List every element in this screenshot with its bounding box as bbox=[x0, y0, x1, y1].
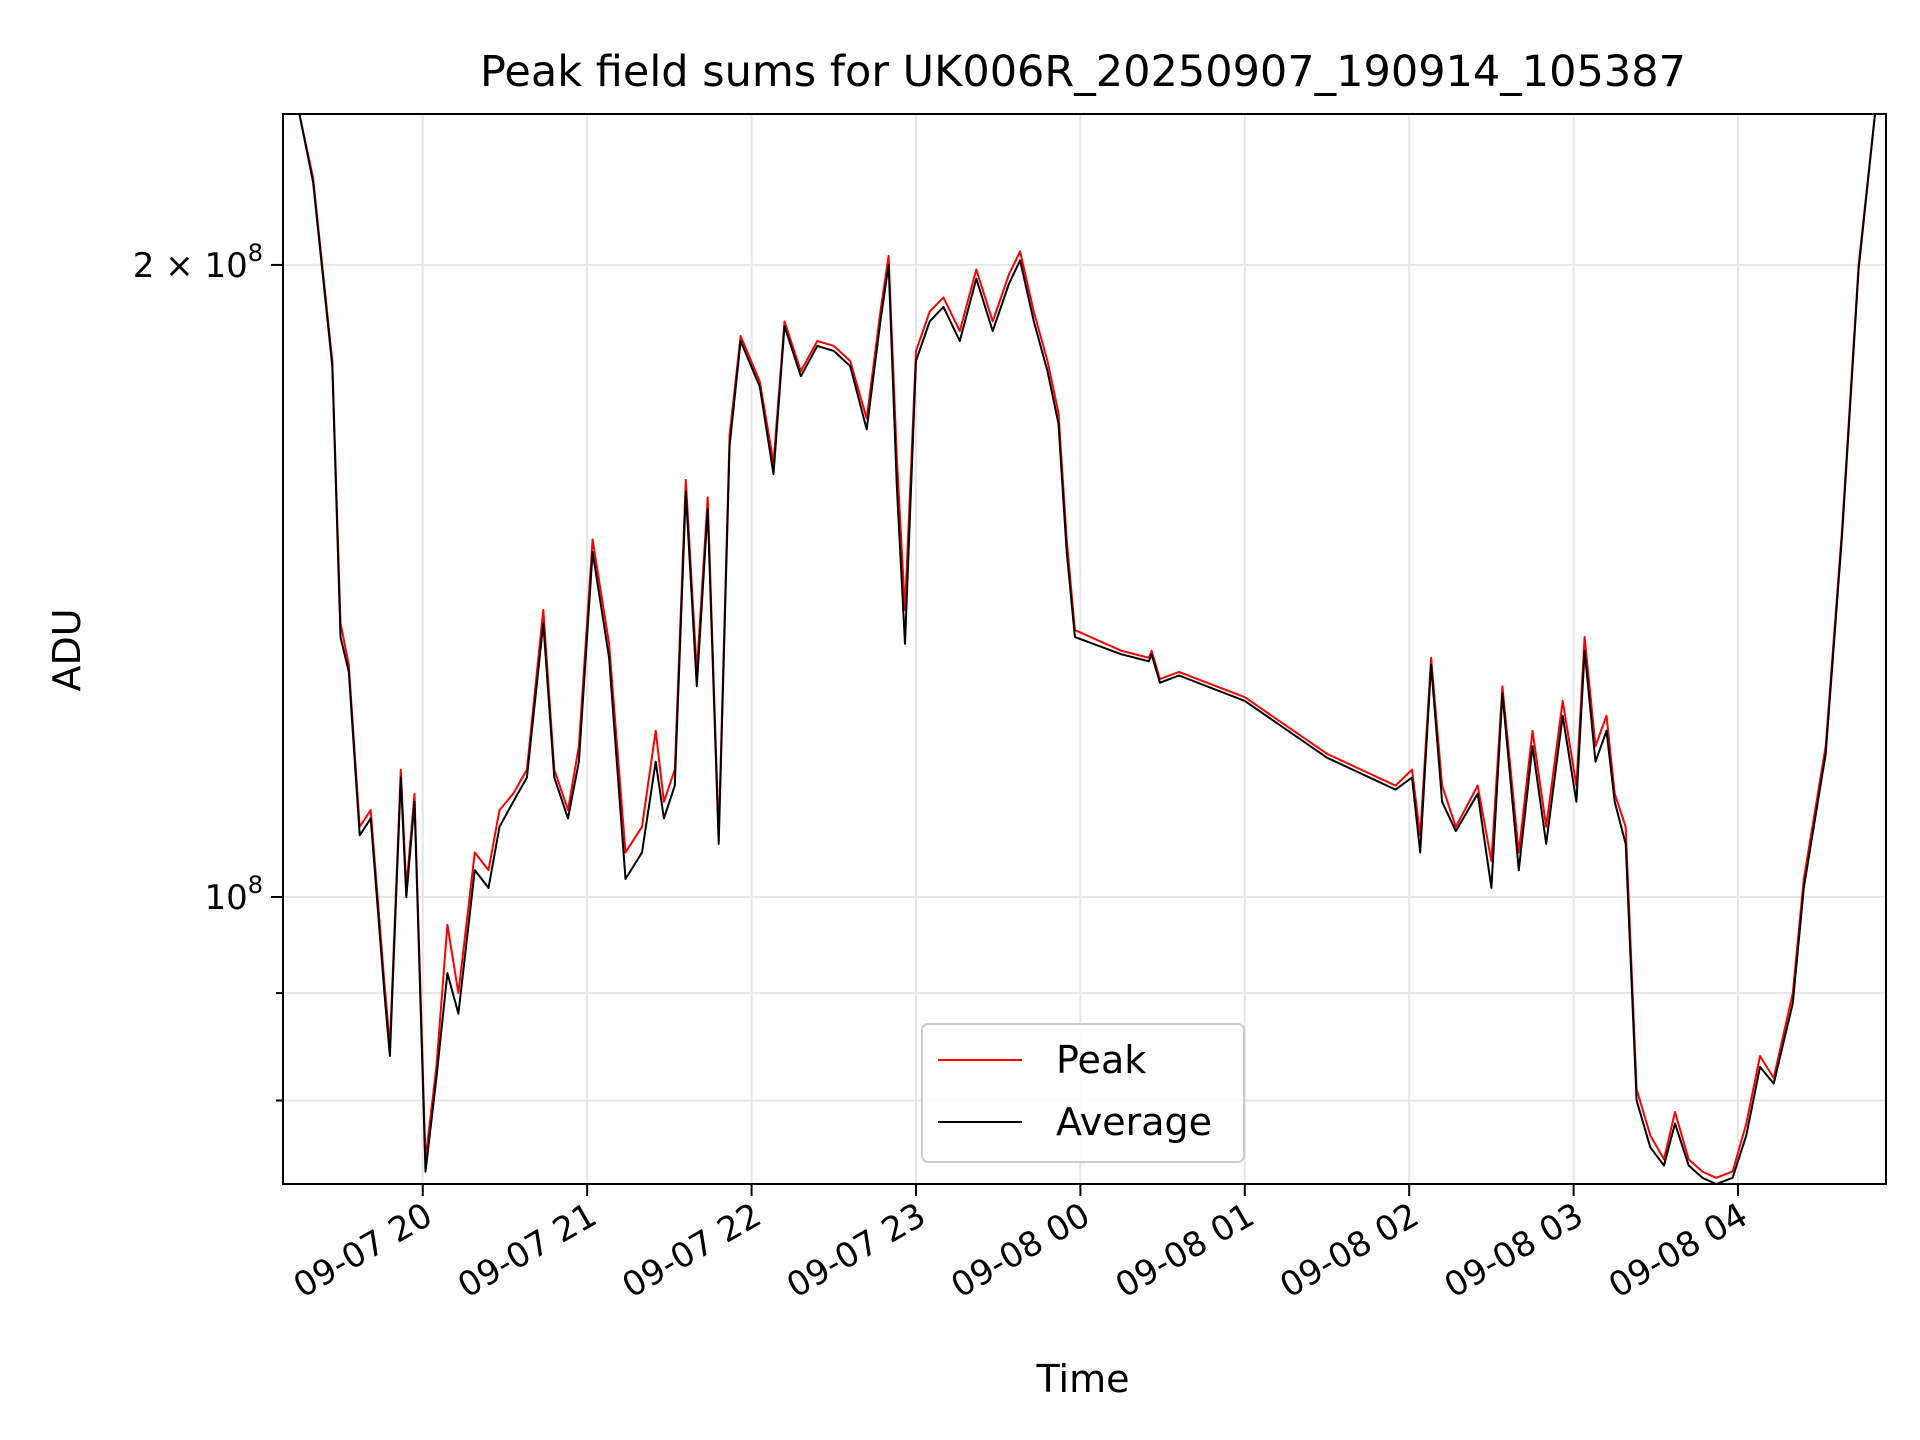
legend-label-peak: Peak bbox=[1056, 1038, 1146, 1082]
series-line-average bbox=[283, 114, 1886, 1184]
y-tick-label: 2 × 108 bbox=[133, 239, 263, 286]
legend: Peak Average bbox=[921, 1023, 1245, 1163]
y-axis-label: ADU bbox=[45, 608, 89, 691]
plot-frame bbox=[282, 113, 1887, 1185]
legend-label-average: Average bbox=[1056, 1100, 1212, 1144]
y-tick-base: 2 × 10 bbox=[133, 246, 248, 286]
series-layer bbox=[283, 114, 1886, 1184]
x-axis-label: Time bbox=[1036, 1357, 1130, 1401]
legend-box bbox=[921, 1023, 1245, 1163]
y-tick-base: 10 bbox=[204, 878, 247, 918]
y-tick-exponent: 8 bbox=[248, 871, 263, 899]
chart-title: Peak field sums for UK006R_20250907_1909… bbox=[480, 47, 1686, 97]
y-tick-exponent: 8 bbox=[248, 239, 263, 267]
y-tick-label: 108 bbox=[204, 871, 263, 918]
